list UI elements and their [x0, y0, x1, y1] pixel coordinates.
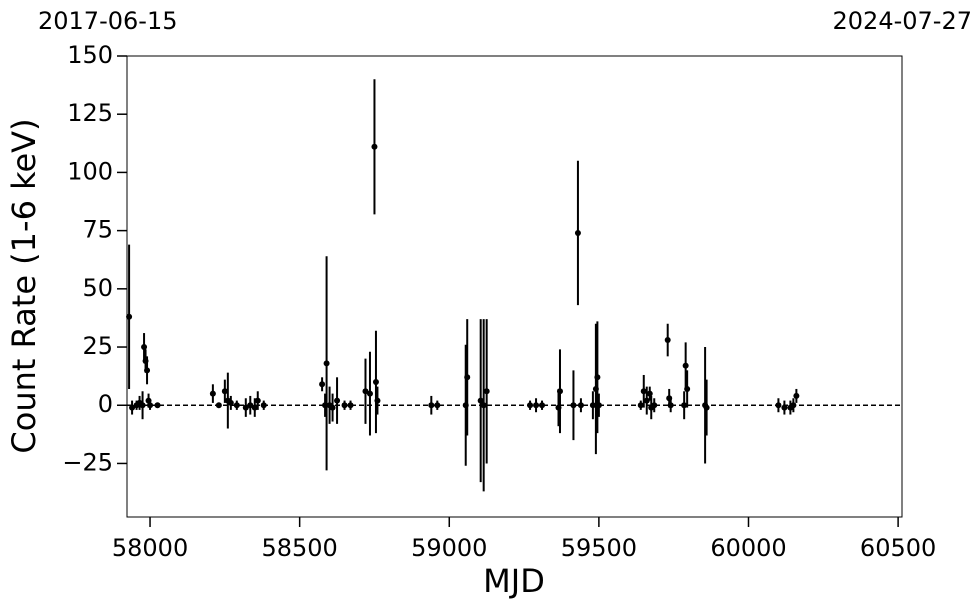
data-point — [574, 229, 581, 236]
data-point — [684, 385, 691, 392]
data-point — [154, 402, 161, 409]
x-tick-label: 59500 — [561, 534, 637, 562]
data-point — [215, 402, 222, 409]
data-point — [595, 402, 602, 409]
data-point — [139, 402, 146, 409]
x-axis-label: MJD — [483, 562, 545, 600]
data-point — [341, 402, 348, 409]
top-right-label: 2024-07-27 — [833, 7, 972, 35]
plot-frame — [126, 55, 903, 518]
data-point — [793, 392, 800, 399]
data-point — [323, 360, 330, 367]
y-tick-label: 150 — [67, 41, 113, 69]
data-point — [434, 402, 441, 409]
y-tick-label: −25 — [62, 448, 113, 476]
data-point — [254, 397, 261, 404]
data-point — [483, 388, 490, 395]
data-point — [366, 390, 373, 397]
data-point — [651, 402, 658, 409]
data-point — [667, 402, 674, 409]
data-point — [319, 381, 326, 388]
data-point — [570, 402, 577, 409]
data-point — [428, 402, 435, 409]
data-point — [347, 402, 354, 409]
data-point — [251, 404, 258, 411]
data-point — [227, 399, 234, 406]
data-point — [640, 388, 647, 395]
y-axis-label: Count Rate (1-6 keV) — [5, 118, 43, 453]
data-point — [374, 397, 381, 404]
data-point — [129, 404, 136, 411]
data-point — [646, 390, 653, 397]
data-point — [643, 397, 650, 404]
y-tick-label: 125 — [67, 99, 113, 127]
data-point — [556, 388, 563, 395]
data-point — [141, 344, 148, 351]
data-point — [594, 374, 601, 381]
x-tick-label: 59000 — [411, 534, 487, 562]
data-point — [233, 402, 240, 409]
data-point — [247, 402, 254, 409]
data-point — [781, 404, 788, 411]
x-tick-label: 60000 — [710, 534, 786, 562]
data-point — [527, 402, 534, 409]
data-point — [362, 388, 369, 395]
data-point — [126, 313, 133, 320]
data-point — [464, 374, 471, 381]
data-point — [775, 402, 782, 409]
data-point — [577, 402, 584, 409]
data-point — [209, 390, 216, 397]
data-point — [334, 397, 341, 404]
data-point — [533, 402, 540, 409]
data-point — [480, 402, 487, 409]
data-point — [221, 388, 228, 395]
data-point — [371, 143, 378, 150]
y-tick-label: 100 — [67, 157, 113, 185]
x-tick-label: 58000 — [112, 534, 188, 562]
x-tick-label: 60500 — [860, 534, 936, 562]
y-tick-label: 75 — [82, 216, 113, 244]
data-point — [147, 402, 154, 409]
data-point — [703, 404, 710, 411]
data-point — [242, 404, 249, 411]
y-tick-label: 0 — [98, 390, 113, 418]
top-left-label: 2017-06-15 — [38, 7, 177, 35]
data-point — [144, 367, 151, 374]
data-point — [681, 402, 688, 409]
data-point — [682, 362, 689, 369]
data-point — [477, 397, 484, 404]
x-tick-label: 58500 — [261, 534, 337, 562]
y-tick-label: 50 — [82, 274, 113, 302]
data-point — [790, 402, 797, 409]
data-point — [260, 402, 267, 409]
data-point — [372, 378, 379, 385]
y-tick-label: 25 — [82, 332, 113, 360]
data-point — [664, 337, 671, 344]
data-point — [589, 402, 596, 409]
data-point — [329, 404, 336, 411]
data-point — [539, 402, 546, 409]
data-point — [637, 402, 644, 409]
